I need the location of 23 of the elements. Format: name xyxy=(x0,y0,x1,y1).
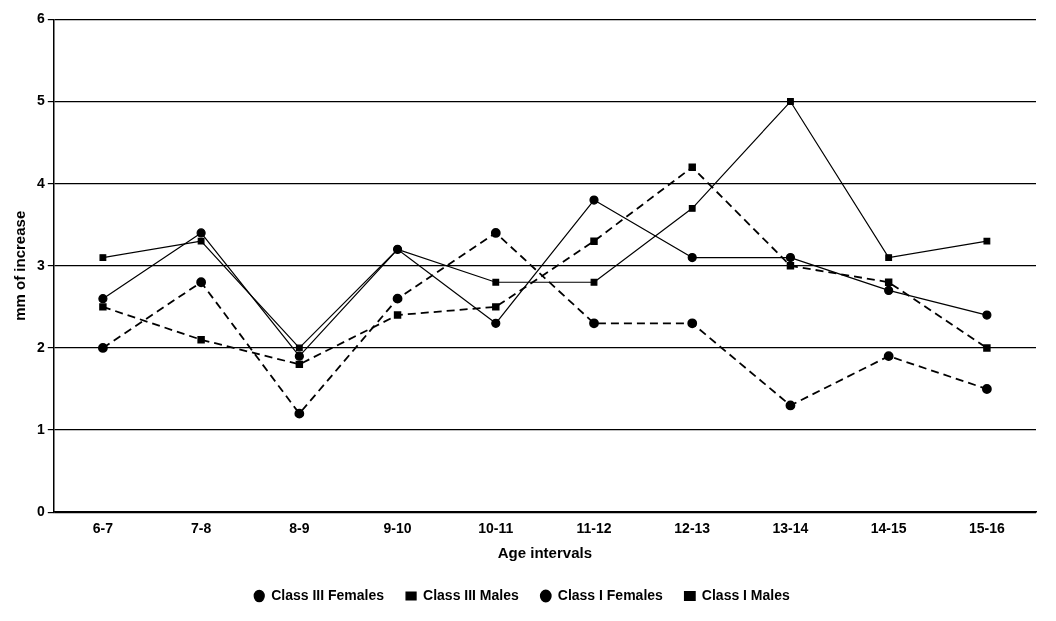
y-tick-label: 0 xyxy=(36,503,45,520)
legend-label: Class I Females xyxy=(557,586,664,603)
y-axis-title: mm of increase xyxy=(11,210,29,321)
x-tick-label: 13-14 xyxy=(772,520,809,537)
x-tick-label: 6-7 xyxy=(92,520,114,537)
x-tick-label: 10-11 xyxy=(478,520,514,537)
x-tick-label: 9-10 xyxy=(383,520,412,537)
y-tick-label: 3 xyxy=(36,256,45,273)
x-axis-title: Age intervals xyxy=(497,544,592,562)
y-tick-label: 4 xyxy=(36,174,45,191)
y-tick-label: 2 xyxy=(36,338,45,355)
legend-label: Class I Males xyxy=(701,586,790,603)
x-tick-label: 7-8 xyxy=(191,520,212,537)
legend-label: Class III Males xyxy=(423,586,519,603)
y-tick-label: 1 xyxy=(36,420,45,437)
legend-label: Class III Females xyxy=(271,586,385,603)
y-tick-label: 5 xyxy=(36,92,45,109)
x-tick-label: 11-12 xyxy=(576,520,612,537)
x-tick-label: 8-9 xyxy=(289,520,310,537)
x-tick-label: 14-15 xyxy=(870,520,907,537)
y-tick-label: 6 xyxy=(36,10,45,27)
x-tick-label: 12-13 xyxy=(674,520,711,537)
x-tick-label: 15-16 xyxy=(968,520,1005,537)
